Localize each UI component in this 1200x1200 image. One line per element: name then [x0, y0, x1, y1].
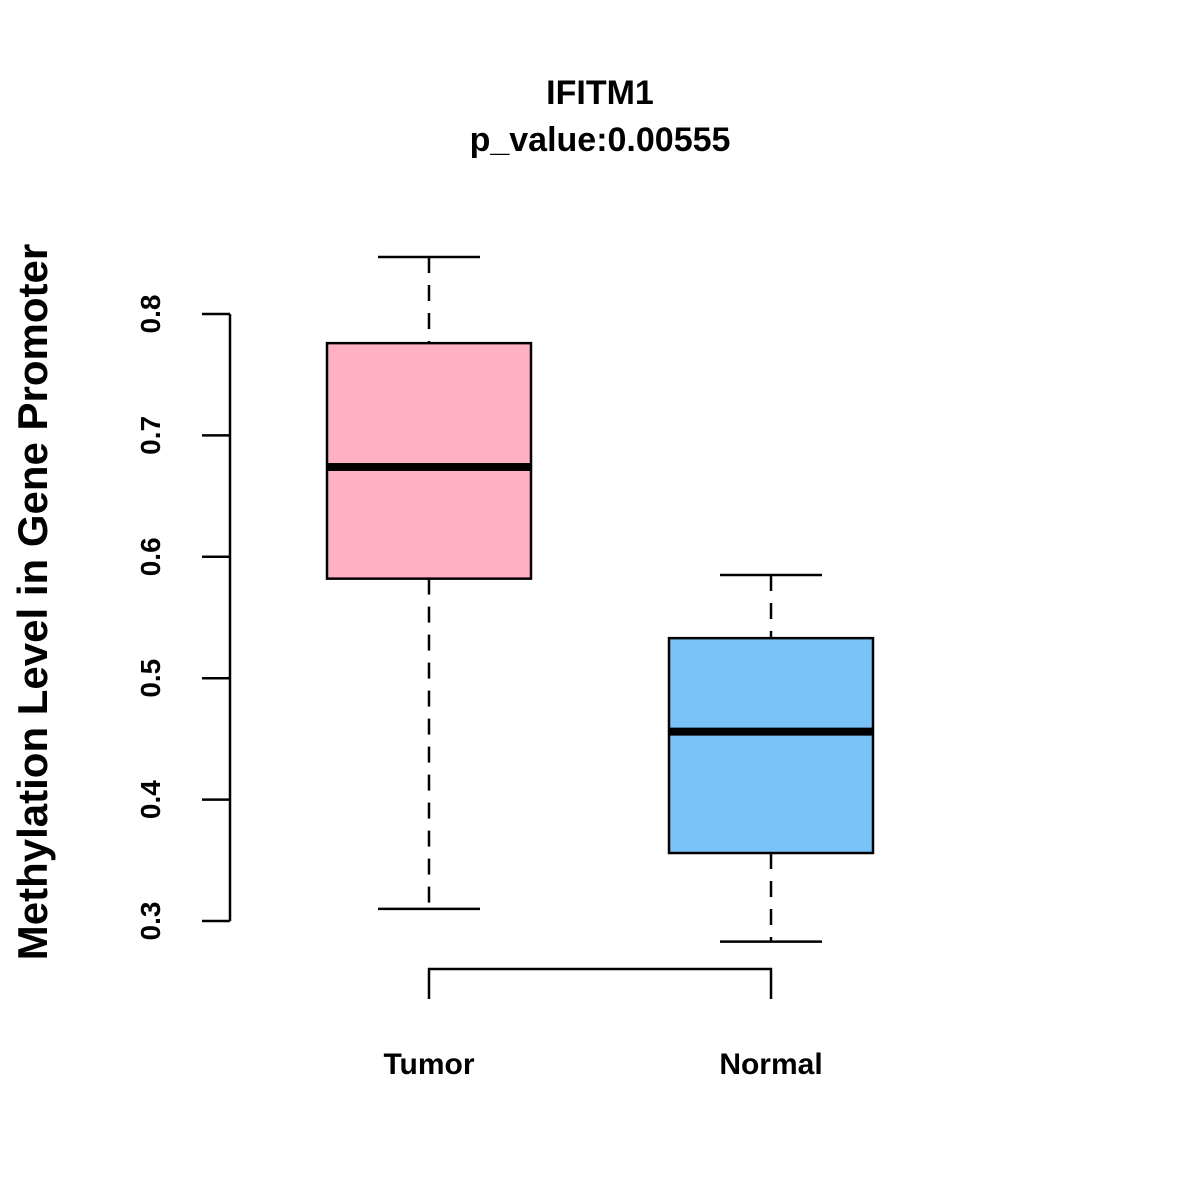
y-tick-label-3: 0.6	[135, 537, 166, 576]
y-tick-label-0: 0.3	[135, 902, 166, 941]
y-tick-label-1: 0.4	[135, 780, 166, 819]
y-tick-label-5: 0.8	[135, 295, 166, 334]
chart-subtitle: p_value:0.00555	[470, 121, 731, 159]
y-tick-label-2: 0.5	[135, 659, 166, 698]
iqr-box-normal	[667, 636, 875, 855]
iqr-box-tumor	[325, 341, 533, 580]
boxes-layer	[325, 255, 875, 943]
box-tumor	[325, 255, 533, 911]
y-axis: 0.3 0.4 0.5 0.6 0.7 0.8	[135, 295, 232, 941]
category-label-tumor: Tumor	[383, 1048, 474, 1081]
bracket-line	[427, 967, 773, 999]
chart-title: IFITM1	[546, 74, 654, 112]
y-tick-label-4: 0.7	[135, 416, 166, 455]
category-labels: Tumor Normal	[383, 1048, 822, 1081]
y-axis-label: Methylation Level in Gene Promoter	[9, 244, 56, 960]
comparison-bracket	[427, 967, 773, 999]
box-normal	[667, 573, 875, 943]
category-label-normal: Normal	[719, 1048, 822, 1081]
